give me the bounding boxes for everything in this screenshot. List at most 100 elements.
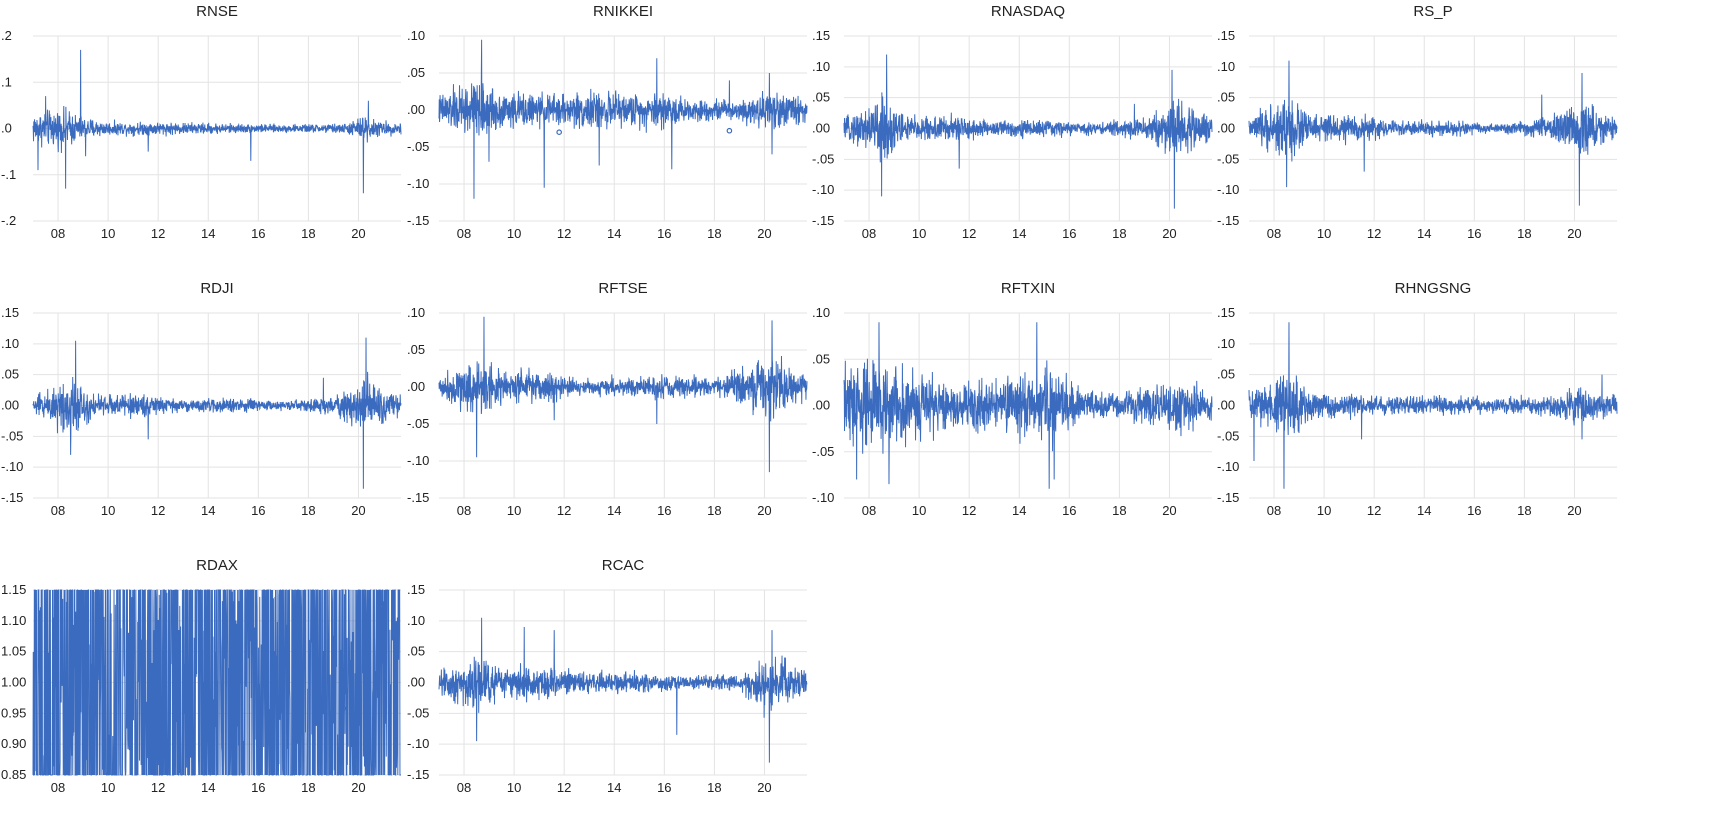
y-tick-label: -.10 <box>812 490 834 505</box>
y-tick-label: .00 <box>1 398 19 413</box>
y-tick-label: .00 <box>812 121 830 136</box>
y-tick-label: -.05 <box>812 151 834 166</box>
x-tick-label: 12 <box>557 780 571 795</box>
series-line <box>438 316 808 473</box>
x-tick-label: 14 <box>1417 503 1431 518</box>
y-tick-label: -.15 <box>812 213 834 228</box>
x-tick-label: 20 <box>757 226 771 241</box>
y-tick-label: .05 <box>1217 90 1235 105</box>
y-tick-label: -.15 <box>1217 213 1239 228</box>
chart-svg: RDAX 1.15 1.10 1.05 1.00 0.95 0.90 0.85 08 10 12 14… <box>1 557 401 795</box>
y-tick-label: .10 <box>1217 59 1235 74</box>
series-line <box>843 322 1213 489</box>
y-tick-label: 1.15 <box>1 582 26 597</box>
x-tick-label: 10 <box>507 226 521 241</box>
y-tick-label: .00 <box>407 102 425 117</box>
chart-title: RFTSE <box>598 280 647 297</box>
x-tick-label: 16 <box>657 503 671 518</box>
chart-panel-rnikkei: RNIKKEI .10 .05 .00 -.05 -.10 -.15 08 10 12 14 16 18… <box>406 0 826 270</box>
y-tick-label: .10 <box>1 336 19 351</box>
x-tick-label: 16 <box>1467 226 1481 241</box>
y-tick-label: -.05 <box>407 416 429 431</box>
x-tick-label: 10 <box>1317 226 1331 241</box>
x-tick-label: 16 <box>657 226 671 241</box>
x-tick-label: 10 <box>912 503 926 518</box>
outlier-point <box>556 129 562 136</box>
y-tick-label: -.10 <box>1217 459 1239 474</box>
chart-panel-rnse: RNSE .2 .1 .0 -.1 -.2 08 10 12 14 16 18 20 <box>0 0 420 270</box>
y-tick-label: 0.90 <box>1 736 26 751</box>
y-tick-label: -.2 <box>1 213 16 228</box>
x-tick-label: 18 <box>707 503 721 518</box>
chart-svg: RNIKKEI .10 .05 .00 -.05 -.10 -.15 08 10 12 14 16 18… <box>407 3 808 241</box>
y-tick-label: .05 <box>812 90 830 105</box>
x-tick-label: 08 <box>1267 503 1281 518</box>
y-tick-label: .00 <box>1217 398 1235 413</box>
x-tick-label: 14 <box>1012 503 1026 518</box>
x-tick-label: 16 <box>657 780 671 795</box>
y-tick-label: -.15 <box>1217 490 1239 505</box>
series-line <box>438 617 808 763</box>
outlier-point <box>340 705 347 712</box>
x-tick-label: 18 <box>707 780 721 795</box>
y-tick-label: 0.95 <box>1 705 26 720</box>
x-tick-label: 12 <box>962 226 976 241</box>
chart-svg: RNASDAQ .15 .10 .05 .00 -.05 -.10 -.15 08 10 12 14 1… <box>812 3 1213 241</box>
x-tick-label: 20 <box>1162 226 1176 241</box>
chart-panel-rftxin: RFTXIN .10 .05 .00 -.05 -.10 08 10 12 14 16 18 20 <box>811 277 1231 547</box>
chart-title: RHNGSNG <box>1395 280 1472 297</box>
chart-svg: RDJI .15 .10 .05 .00 -.05 -.10 -.15 08 10 12 14 16 18… <box>1 280 402 518</box>
x-tick-label: 08 <box>1267 226 1281 241</box>
x-tick-label: 20 <box>1567 226 1581 241</box>
x-tick-label: 18 <box>1112 503 1126 518</box>
x-tick-label: 20 <box>1567 503 1581 518</box>
chart-panel-rhngsng: RHNGSNG .15 .10 .05 .00 -.05 -.10 -.15 08 10 12 14 1… <box>1216 277 1636 547</box>
chart-svg: RFTSE .10 .05 .00 -.05 -.10 -.15 08 10 12 14 16 18 20 <box>407 280 808 518</box>
x-tick-label: 16 <box>251 780 265 795</box>
x-tick-label: 12 <box>151 780 165 795</box>
x-tick-label: 12 <box>1367 226 1381 241</box>
x-tick-label: 08 <box>862 503 876 518</box>
x-tick-label: 16 <box>251 503 265 518</box>
chart-panel-rcac: RCAC .15 .10 .05 .00 -.05 -.10 -.15 08 10 12 14 16 18… <box>406 554 826 824</box>
y-tick-label: -.1 <box>1 167 16 182</box>
x-tick-label: 12 <box>557 226 571 241</box>
x-tick-label: 20 <box>351 503 365 518</box>
y-tick-label: .15 <box>1217 305 1235 320</box>
x-tick-label: 10 <box>101 226 115 241</box>
chart-svg: RS_P .15 .10 .05 .00 -.05 -.10 -.15 08 10 12 14 16 18… <box>1217 3 1618 241</box>
x-tick-label: 12 <box>151 226 165 241</box>
y-tick-label: .00 <box>1217 121 1235 136</box>
y-tick-label: -.05 <box>407 705 429 720</box>
x-tick-label: 08 <box>457 503 471 518</box>
x-tick-label: 20 <box>351 226 365 241</box>
x-tick-label: 20 <box>757 780 771 795</box>
y-tick-label: -.10 <box>407 736 429 751</box>
y-tick-label: .0 <box>1 121 12 136</box>
x-tick-label: 14 <box>607 780 621 795</box>
x-tick-label: 14 <box>201 503 215 518</box>
x-tick-label: 20 <box>1162 503 1176 518</box>
y-tick-label: 1.10 <box>1 613 26 628</box>
x-tick-label: 18 <box>1517 226 1531 241</box>
x-tick-label: 10 <box>101 780 115 795</box>
y-tick-label: .05 <box>1217 367 1235 382</box>
chart-title: RDJI <box>200 280 233 297</box>
chart-title: RFTXIN <box>1001 280 1055 297</box>
chart-panel-rdji: RDJI .15 .10 .05 .00 -.05 -.10 -.15 08 10 12 14 16 18… <box>0 277 420 547</box>
chart-panel-rnasdaq: RNASDAQ .15 .10 .05 .00 -.05 -.10 -.15 08 10 12 14 1… <box>811 0 1231 270</box>
y-tick-label: .05 <box>407 342 425 357</box>
chart-svg: RCAC .15 .10 .05 .00 -.05 -.10 -.15 08 10 12 14 16 18… <box>407 557 808 795</box>
y-tick-label: .15 <box>1217 28 1235 43</box>
y-tick-label: -.10 <box>407 453 429 468</box>
y-tick-label: .10 <box>812 305 830 320</box>
y-tick-label: -.10 <box>812 182 834 197</box>
chart-title: RS_P <box>1413 3 1452 20</box>
y-tick-label: 0.85 <box>1 767 26 782</box>
x-tick-label: 14 <box>607 226 621 241</box>
chart-title: RNASDAQ <box>991 3 1065 20</box>
chart-svg: RHNGSNG .15 .10 .05 .00 -.05 -.10 -.15 08 10 12 14 1… <box>1217 280 1618 518</box>
y-tick-label: .05 <box>812 351 830 366</box>
chart-title: RNSE <box>196 3 238 20</box>
x-tick-label: 14 <box>1012 226 1026 241</box>
